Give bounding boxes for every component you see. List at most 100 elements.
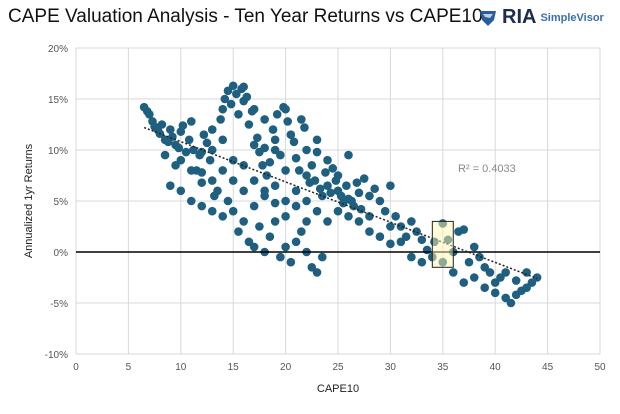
data-point bbox=[323, 155, 332, 165]
data-point bbox=[344, 212, 353, 221]
x-tick-label: 15 bbox=[228, 362, 240, 373]
data-point bbox=[176, 186, 186, 196]
data-point bbox=[197, 201, 207, 211]
y-tick-label: -5% bbox=[50, 299, 68, 310]
data-point bbox=[459, 278, 469, 287]
data-point bbox=[249, 176, 259, 185]
data-point bbox=[294, 166, 304, 175]
data-point bbox=[205, 155, 215, 165]
data-point bbox=[522, 283, 531, 293]
x-axis-label: CAPE10 bbox=[317, 383, 359, 395]
data-point bbox=[260, 143, 269, 153]
data-point bbox=[186, 196, 196, 206]
data-point bbox=[255, 222, 264, 231]
x-tick-label: 20 bbox=[280, 362, 292, 373]
data-point bbox=[317, 252, 327, 262]
data-point bbox=[532, 273, 542, 282]
data-point bbox=[202, 138, 212, 148]
data-point bbox=[178, 121, 188, 130]
data-point bbox=[244, 120, 254, 129]
data-point bbox=[207, 206, 217, 216]
y-tick-label: 10% bbox=[48, 146, 68, 157]
data-point bbox=[312, 135, 322, 145]
data-point bbox=[197, 147, 207, 157]
data-point bbox=[407, 217, 416, 226]
data-point bbox=[218, 104, 228, 114]
data-point bbox=[166, 125, 175, 134]
data-point bbox=[349, 201, 359, 211]
data-point bbox=[197, 178, 207, 187]
data-point bbox=[459, 225, 469, 234]
data-point bbox=[407, 252, 416, 262]
data-point bbox=[302, 145, 311, 155]
brand-subname: SimpleVisor bbox=[540, 11, 604, 24]
data-point bbox=[328, 164, 338, 173]
data-point bbox=[485, 268, 495, 277]
data-point bbox=[260, 115, 269, 124]
data-point bbox=[270, 217, 280, 226]
data-point bbox=[469, 273, 479, 282]
data-point bbox=[228, 206, 238, 216]
data-point bbox=[391, 212, 400, 221]
data-point bbox=[396, 237, 406, 247]
data-point bbox=[197, 168, 207, 177]
data-point bbox=[302, 196, 311, 206]
data-point bbox=[511, 276, 521, 285]
data-point bbox=[522, 268, 531, 277]
data-point bbox=[239, 161, 248, 170]
data-point bbox=[157, 120, 167, 129]
data-point bbox=[226, 99, 236, 109]
data-point bbox=[218, 166, 228, 175]
data-point bbox=[286, 257, 296, 267]
data-point bbox=[412, 227, 421, 236]
data-point bbox=[365, 227, 374, 236]
x-tick-label: 50 bbox=[594, 362, 606, 373]
data-point bbox=[239, 186, 248, 196]
data-point bbox=[370, 184, 379, 194]
data-point bbox=[321, 168, 330, 177]
data-point bbox=[302, 217, 311, 226]
x-tick-label: 45 bbox=[542, 362, 554, 373]
data-point bbox=[276, 252, 285, 262]
data-point bbox=[448, 268, 458, 277]
data-point bbox=[396, 222, 406, 231]
data-point bbox=[291, 201, 301, 211]
data-point bbox=[333, 206, 343, 216]
data-point bbox=[359, 174, 369, 183]
data-point bbox=[297, 115, 306, 124]
data-point bbox=[464, 257, 474, 267]
x-tick-label: 35 bbox=[437, 362, 449, 373]
data-point bbox=[186, 166, 196, 175]
data-point bbox=[315, 184, 325, 194]
data-point bbox=[281, 166, 290, 175]
data-point bbox=[265, 232, 275, 241]
data-point bbox=[365, 212, 374, 221]
data-point bbox=[480, 283, 490, 293]
data-point bbox=[268, 125, 278, 134]
data-point bbox=[213, 186, 222, 196]
data-point bbox=[289, 137, 299, 147]
y-tick-label: 0% bbox=[54, 248, 69, 259]
data-point bbox=[281, 212, 290, 221]
data-point bbox=[475, 252, 484, 262]
data-point bbox=[312, 206, 322, 216]
data-point bbox=[272, 110, 282, 119]
chart-title: CAPE Valuation Analysis - Ten Year Retur… bbox=[8, 6, 483, 27]
data-point bbox=[506, 298, 516, 308]
data-point bbox=[354, 188, 364, 198]
data-point bbox=[228, 81, 238, 91]
data-point bbox=[270, 181, 280, 190]
data-point bbox=[326, 188, 335, 198]
data-point bbox=[300, 123, 309, 132]
data-point bbox=[386, 181, 395, 190]
data-point bbox=[166, 181, 175, 190]
data-point bbox=[234, 227, 243, 236]
data-point bbox=[249, 201, 259, 211]
data-point bbox=[375, 232, 385, 241]
data-point bbox=[291, 186, 301, 196]
y-tick-label: -10% bbox=[45, 350, 68, 361]
data-point bbox=[297, 227, 306, 236]
data-point bbox=[239, 217, 248, 226]
data-point bbox=[302, 171, 311, 180]
